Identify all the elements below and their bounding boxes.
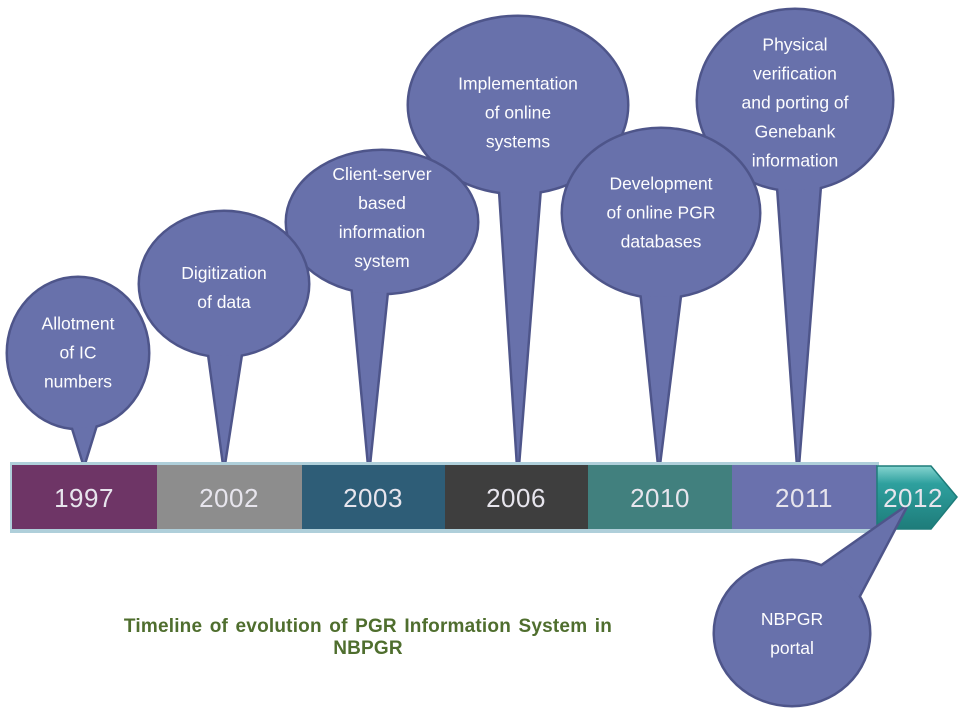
timeline-segment-2011 xyxy=(732,465,877,529)
timeline-segment-2006 xyxy=(445,465,588,529)
timeline-segment-2010 xyxy=(588,465,732,529)
timeline-segment-2002 xyxy=(157,465,302,529)
timeline-segment-2003 xyxy=(302,465,445,529)
timeline-segment-1997 xyxy=(12,465,157,529)
balloon-allotment-shape xyxy=(5,275,151,466)
balloon-client-server-shape xyxy=(284,148,480,466)
slide-caption: Timeline of evolution of PGR Information… xyxy=(123,616,613,659)
balloon-development-shape xyxy=(560,126,762,466)
balloon-implementation-shape xyxy=(406,14,630,466)
balloon-physical-verification-shape xyxy=(695,7,895,466)
balloon-digitization-shape xyxy=(137,209,311,466)
balloon-nbpgr-portal-shape xyxy=(712,505,908,708)
